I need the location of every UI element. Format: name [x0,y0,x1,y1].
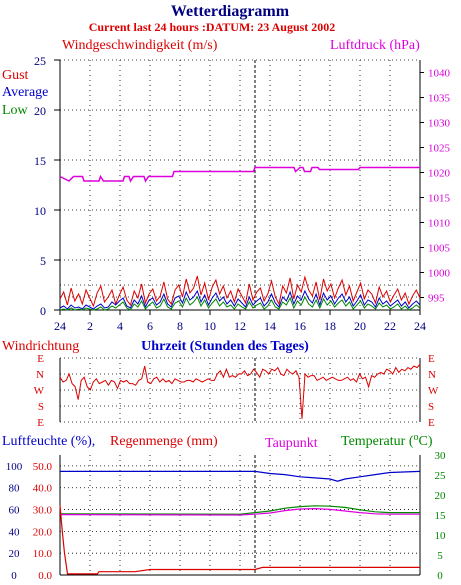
gust-line [59,275,421,308]
hour-tick-label: 12 [234,319,246,333]
humidity-tick-label: 20 [9,548,21,560]
hour-tick-label: 18 [324,319,336,333]
wind-tick-label: 20 [34,104,46,118]
rain-tick-label: 0.0 [38,570,52,582]
pressure-tick-label: 1040 [428,68,451,80]
humidity-tick-label: 40 [9,526,21,538]
hour-tick-label: 6 [147,319,153,333]
rain-tick-label: 40.0 [33,483,53,495]
wind-tick-label: 5 [40,254,46,268]
humidity-series [59,470,421,575]
time-axis-label: Uhrzeit (Stunden des Tages) [141,339,309,354]
humidity-tick-label: 80 [9,483,21,495]
pressure-tick-label: 1035 [428,93,451,105]
degree-symbol: o [413,432,418,443]
wind-panel: Windgeschwindigkeit (m/s) Luftdruck (hPa… [2,38,451,333]
hour-tick-label: 8 [177,319,183,333]
wind-tick-label: 0 [40,304,46,318]
wind-series [59,166,421,311]
hour-tick-label: 2 [87,319,93,333]
diagram-title: Wetterdiagramm [171,3,290,20]
humidity-tick-label: 60 [9,505,21,517]
temperature-tick-label: 25 [435,470,447,482]
wind-grid [59,59,421,311]
diagram-subtitle: Current last 24 hours :DATUM: 23 August … [89,20,336,34]
rain-line [59,505,420,575]
hour-x-axis: 24 2 4 6 8 10 12 14 16 18 20 22 24 [54,310,426,333]
direction-panel: Windrichtung Uhrzeit (Stunden des Tages)… [2,339,439,429]
temperature-label: Temperatur (oC) [341,432,433,449]
direction-tick-right: E [428,353,435,365]
direction-grid [59,357,421,423]
hour-tick-label: 16 [294,319,306,333]
wind-tick-label: 10 [34,204,46,218]
temperature-tick-label: 30 [435,450,447,462]
pressure-tick-label: 1020 [428,168,451,180]
legend-gust: Gust [2,68,29,83]
pressure-tick-label: 1000 [428,268,451,280]
rain-tick-label: 30.0 [33,505,53,517]
direction-tick-left: N [36,369,44,381]
rain-tick-label: 20.0 [33,526,53,538]
pressure-y-axis: 995 1000 1005 1010 1015 1020 1025 1030 1035 1040 [420,68,451,305]
pressure-tick-label: 995 [428,293,445,305]
temperature-line [59,505,420,515]
legend-low: Low [2,103,29,118]
wind-tick-label: 25 [34,54,46,68]
hour-tick-label: 10 [204,319,216,333]
dewpoint-line [59,507,420,516]
low-line [59,295,421,311]
wind-speed-label: Windgeschwindigkeit (m/s) [62,38,218,53]
direction-tick-left: E [37,417,44,429]
humidity-tick-label: 0 [11,570,17,582]
direction-tick-left: W [34,385,45,397]
temperature-label-text: Temperatur ( [341,434,414,449]
direction-tick-left: E [37,353,44,365]
temperature-tick-label: 5 [437,550,443,562]
rain-tick-label: 10.0 [33,548,53,560]
hour-tick-label: 24 [54,319,66,333]
hour-tick-label: 14 [264,319,276,333]
direction-series [59,364,421,419]
direction-tick-right: N [428,369,436,381]
humidity-label: Luftfeuchte (%), [2,434,95,449]
average-line [59,289,421,310]
direction-label: Windrichtung [2,339,79,354]
rain-label: Regenmenge (mm) [110,434,218,449]
hour-tick-label: 24 [414,319,426,333]
temperature-tick-label: 0 [437,570,443,582]
direction-y-axis: E EN NW WS SE E [34,353,439,429]
hour-tick-label: 4 [117,319,123,333]
direction-line [59,364,421,419]
hour-tick-label: 22 [384,319,396,333]
humidity-line [60,470,421,482]
humidity-tick-label: 100 [6,461,23,473]
rain-tick-label: 50.0 [33,461,53,473]
temperature-tick-label: 20 [435,490,447,502]
pressure-tick-label: 1005 [428,243,451,255]
pressure-tick-label: 1015 [428,193,451,205]
legend-average: Average [2,85,48,100]
dewpoint-label: Taupunkt [265,436,318,451]
humidity-panel: Luftfeuchte (%), Regenmenge (mm) Taupunk… [2,432,446,582]
pressure-line [59,166,420,183]
wind-y-axis: 0 5 10 15 20 25 [34,54,60,318]
temperature-unit: C) [418,434,432,449]
pressure-tick-label: 1025 [428,143,451,155]
wind-tick-label: 15 [34,154,46,168]
pressure-tick-label: 1010 [428,218,451,230]
direction-tick-left: S [38,401,44,413]
pressure-tick-label: 1030 [428,118,451,130]
direction-tick-right: S [428,401,434,413]
direction-tick-right: E [428,417,435,429]
humidity-axes: 0 20 40 60 80 100 0.0 10.0 20.0 30.0 40.0 50.0 0 5 10 1… [6,450,446,582]
temperature-tick-label: 10 [435,530,447,542]
direction-tick-right: W [428,385,439,397]
hour-tick-label: 20 [354,319,366,333]
temperature-tick-label: 15 [435,510,447,522]
pressure-label: Luftdruck (hPa) [330,38,420,53]
